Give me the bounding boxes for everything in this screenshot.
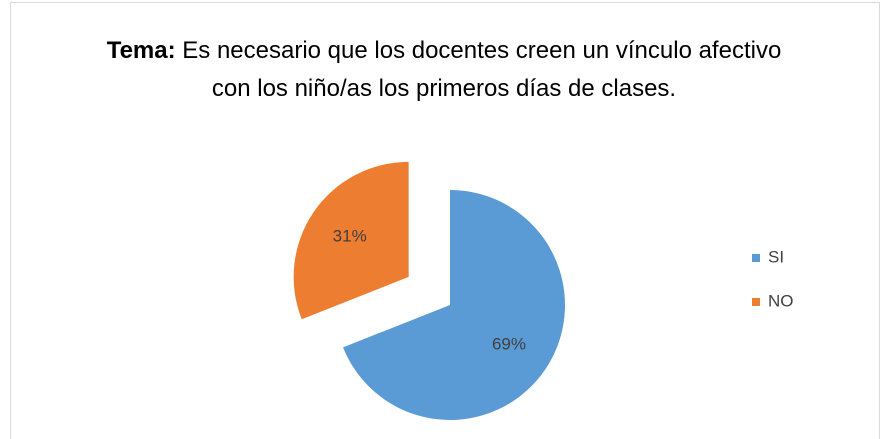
pie-slice: [343, 190, 565, 420]
pie-slice: [293, 161, 409, 320]
chart-border: [10, 2, 880, 439]
chart-title: Tema: Es necesario que los docentes cree…: [104, 32, 784, 108]
data-label: 31%: [333, 226, 367, 245]
legend-swatch: [752, 254, 760, 262]
legend-label: NO: [768, 291, 794, 310]
title-text: Es necesario que los docentes creen un v…: [182, 37, 782, 102]
title-prefix: Tema:: [106, 37, 176, 64]
legend-swatch: [752, 298, 760, 306]
data-label: 69%: [492, 335, 526, 354]
legend-label: SI: [768, 247, 784, 266]
